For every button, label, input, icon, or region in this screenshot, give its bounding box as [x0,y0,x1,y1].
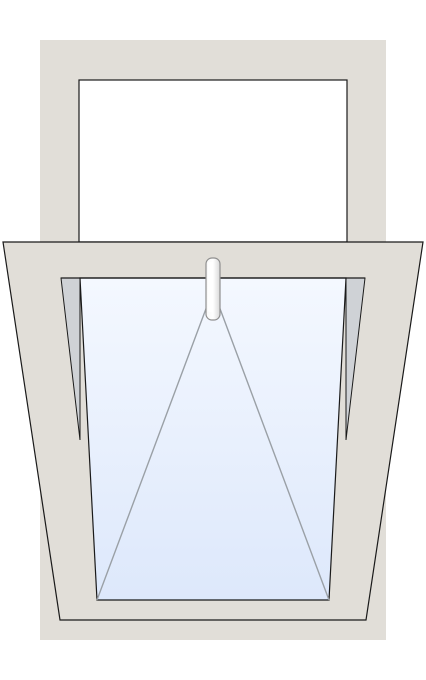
window-handle-icon[interactable] [205,257,221,321]
sash-glass-pane [79,277,347,601]
upper-fixed-pane [78,79,348,243]
